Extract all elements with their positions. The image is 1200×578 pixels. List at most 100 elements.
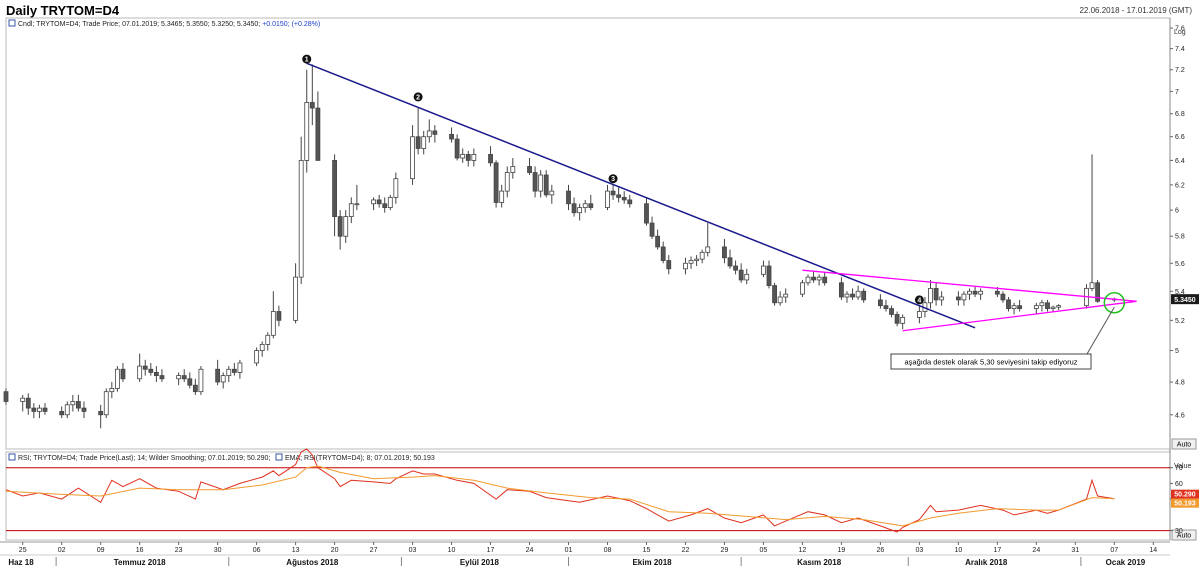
annotation-box xyxy=(890,353,1092,370)
price-tick-label: 7.2 xyxy=(1175,67,1185,74)
price-tick-label: 6.2 xyxy=(1175,182,1185,189)
candle-body xyxy=(348,203,354,217)
candle-body xyxy=(37,407,42,412)
date-tick-label: 02 xyxy=(58,547,66,554)
candle-body xyxy=(148,368,154,373)
candle-body xyxy=(354,203,360,206)
candle-body xyxy=(577,207,583,214)
price-tick-label: 5.6 xyxy=(1175,261,1185,268)
candle-body xyxy=(387,196,393,208)
marker-2-icon xyxy=(413,92,423,102)
candle-body xyxy=(114,368,120,389)
ema-legend-swatch-icon xyxy=(275,453,283,461)
rsi-tick-label: 70 xyxy=(1175,465,1183,472)
candle-body xyxy=(850,293,855,298)
price-legend: Cndl; TRYTOM=D4; Trade Price; 07.01.2019… xyxy=(18,21,320,28)
support-circle xyxy=(1103,292,1126,314)
candle-body xyxy=(588,203,594,208)
candle-body xyxy=(1033,305,1039,309)
candle-body xyxy=(120,368,126,380)
month-label: Temmuz 2018 xyxy=(114,558,166,567)
candle-body xyxy=(493,162,499,203)
candle-body xyxy=(800,282,805,295)
date-tick-label: 23 xyxy=(175,547,183,554)
last-price-tag xyxy=(1171,294,1199,305)
candle-body xyxy=(371,199,376,205)
price-tick-label: 5 xyxy=(1175,348,1179,355)
auto-scale-button-bottom[interactable] xyxy=(1171,529,1197,541)
candle-body xyxy=(822,276,828,284)
price-tick-label: 4.8 xyxy=(1175,379,1185,386)
candle-body xyxy=(198,368,204,393)
triangle-upper-line xyxy=(802,269,1137,302)
candle-body xyxy=(103,391,109,416)
price-tick-label: 4.6 xyxy=(1175,412,1185,419)
candle-body xyxy=(376,199,382,205)
candle-body xyxy=(644,203,649,224)
candle-body xyxy=(276,311,282,321)
candle-body xyxy=(811,276,816,281)
candle-body xyxy=(727,257,733,267)
candle-body xyxy=(426,130,432,138)
candle-body xyxy=(309,102,315,109)
month-label: Ekim 2018 xyxy=(632,558,672,567)
candle-body xyxy=(259,344,265,351)
candle-body xyxy=(504,172,510,192)
candle-body xyxy=(699,251,705,260)
ema-last-tag xyxy=(1171,498,1199,508)
candle-body xyxy=(738,269,744,281)
date-tick-label: 20 xyxy=(331,547,339,554)
date-tick-label: 22 xyxy=(682,547,690,554)
candle-body xyxy=(421,136,427,149)
rsi-tick-label: 60 xyxy=(1175,481,1183,488)
candle-body xyxy=(499,190,505,203)
candle-body xyxy=(220,375,226,383)
candle-body xyxy=(293,276,299,321)
candle-body xyxy=(978,290,984,295)
candle-body xyxy=(1039,302,1045,307)
candle-body xyxy=(761,265,766,275)
candle-body xyxy=(839,282,844,298)
date-tick-label: 14 xyxy=(1149,547,1157,554)
auto-scale-label: Auto xyxy=(1177,442,1192,449)
rsi-last-label: 50.290 xyxy=(1174,492,1196,499)
candle-body xyxy=(42,407,48,412)
marker-label: 2 xyxy=(416,94,420,101)
candle-body xyxy=(187,378,193,386)
candle-body xyxy=(231,368,237,373)
month-label: Kasım 2018 xyxy=(797,558,842,567)
candle-body xyxy=(98,411,104,416)
candle-body xyxy=(1056,305,1062,308)
candle-body xyxy=(694,258,700,261)
candle-body xyxy=(153,372,159,376)
candle-body xyxy=(894,314,900,324)
candle-body xyxy=(566,190,571,205)
date-tick-label: 10 xyxy=(954,547,962,554)
date-tick-label: 24 xyxy=(1032,547,1040,554)
candle-body xyxy=(1000,293,1006,301)
candle-body xyxy=(109,388,115,393)
date-tick-label: 07 xyxy=(1110,547,1118,554)
price-tick-label: 7.4 xyxy=(1175,46,1185,53)
price-tick-label: 6.6 xyxy=(1175,134,1185,141)
candle-body xyxy=(76,401,81,409)
candle-body xyxy=(766,265,772,286)
candle-body xyxy=(649,222,655,237)
candle-body xyxy=(844,293,850,298)
price-tick-label: 5.2 xyxy=(1175,318,1185,325)
rsi-tick-label: 30 xyxy=(1175,528,1183,535)
candle-body xyxy=(655,235,661,248)
annotation-pointer xyxy=(1086,306,1115,355)
candle-body xyxy=(816,276,822,281)
candle-body xyxy=(1006,299,1011,309)
candle-body xyxy=(883,305,889,309)
date-tick-label: 13 xyxy=(292,547,300,554)
candle-body xyxy=(733,265,738,271)
candle-body xyxy=(410,136,415,180)
date-tick-label: 17 xyxy=(487,547,495,554)
auto-scale-button-top[interactable] xyxy=(1171,438,1197,450)
candle-body xyxy=(471,154,477,161)
candle-body xyxy=(877,299,883,307)
candle-body xyxy=(688,260,694,264)
